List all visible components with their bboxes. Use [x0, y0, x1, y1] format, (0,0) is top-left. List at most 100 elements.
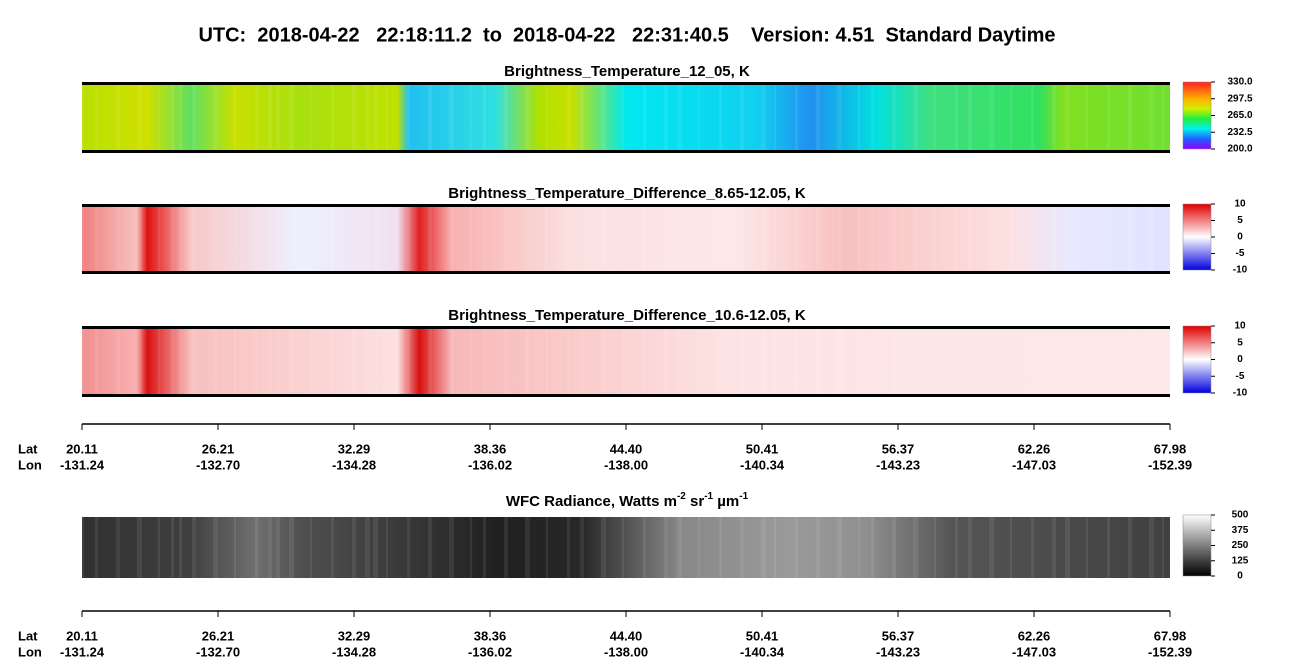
texture: [968, 517, 972, 578]
texture: [331, 517, 334, 578]
texture: [858, 84, 860, 151]
texture: [955, 517, 958, 578]
texture: [158, 517, 160, 578]
texture: [795, 328, 798, 395]
texture: [1086, 206, 1088, 272]
texture: [407, 84, 410, 151]
texture: [816, 328, 820, 395]
lat-label: 20.11: [66, 441, 98, 456]
texture: [179, 84, 182, 151]
texture: [677, 328, 682, 395]
texture: [580, 517, 584, 578]
texture: [601, 206, 606, 272]
texture: [622, 84, 624, 151]
texture: [1052, 84, 1056, 151]
colorbar-label: 375: [1232, 525, 1249, 536]
texture: [1031, 84, 1034, 151]
texture: [289, 84, 294, 151]
title-part: sr: [686, 493, 705, 510]
texture: [774, 517, 776, 578]
texture: [934, 84, 936, 151]
texture: [816, 84, 820, 151]
texture: [934, 206, 936, 272]
texture: [1107, 328, 1110, 395]
texture: [158, 206, 160, 272]
texture: [82, 517, 84, 578]
texture: [816, 206, 820, 272]
colorbar-label: 500: [1232, 510, 1249, 521]
texture: [1162, 328, 1164, 395]
colorbar-label: 0: [1237, 354, 1243, 365]
image-swath: [82, 84, 1170, 151]
texture: [643, 328, 646, 395]
lat-label: 56.37: [882, 441, 915, 456]
texture: [116, 328, 120, 395]
texture: [892, 328, 896, 395]
texture: [664, 84, 668, 151]
texture: [192, 517, 196, 578]
texture: [525, 517, 530, 578]
panel-title: WFC Radiance, Watts m-2 sr-1 µm-1: [506, 491, 749, 510]
texture: [955, 328, 958, 395]
texture: [567, 328, 570, 395]
texture: [1065, 328, 1070, 395]
texture: [234, 206, 236, 272]
lon-label: -138.00: [604, 644, 648, 659]
lat-label: 44.40: [610, 628, 643, 643]
texture: [1065, 517, 1070, 578]
lat-label: 50.41: [746, 441, 779, 456]
texture: [116, 84, 120, 151]
texture: [331, 328, 334, 395]
lat-label: 32.29: [338, 441, 371, 456]
texture: [1052, 517, 1056, 578]
texture: [373, 84, 378, 151]
texture: [276, 517, 280, 578]
texture: [664, 328, 668, 395]
texture: [352, 206, 356, 272]
lon-label: -131.24: [60, 644, 105, 659]
superscript: -1: [739, 491, 748, 502]
swath-border: [82, 394, 1170, 397]
lat-label: 56.37: [882, 628, 915, 643]
texture: [567, 517, 570, 578]
texture: [1031, 517, 1034, 578]
texture: [470, 206, 472, 272]
texture: [740, 84, 744, 151]
swath-border: [82, 204, 1170, 207]
texture: [268, 206, 272, 272]
texture: [546, 84, 548, 151]
texture: [171, 328, 174, 395]
lon-label: -140.34: [740, 457, 785, 472]
texture: [1010, 206, 1012, 272]
texture: [1107, 517, 1110, 578]
texture: [989, 328, 994, 395]
texture: [158, 84, 160, 151]
texture: [428, 206, 432, 272]
texture: [989, 84, 994, 151]
panel-title: Brightness_Temperature_Difference_8.65-1…: [448, 185, 806, 202]
texture: [310, 206, 312, 272]
colorbar-label: 0: [1237, 571, 1243, 582]
texture: [365, 328, 370, 395]
swath-border: [82, 326, 1170, 329]
texture: [698, 517, 700, 578]
texture: [837, 517, 842, 578]
texture: [386, 84, 388, 151]
texture: [719, 206, 722, 272]
texture: [95, 84, 98, 151]
texture: [934, 517, 936, 578]
texture: [580, 328, 584, 395]
row-label: Lon: [18, 457, 42, 472]
texture: [504, 84, 508, 151]
texture: [373, 328, 378, 395]
texture: [871, 84, 874, 151]
texture: [643, 517, 646, 578]
texture: [546, 328, 548, 395]
lon-label: -147.03: [1012, 457, 1056, 472]
texture: [677, 84, 682, 151]
texture: [82, 84, 84, 151]
texture: [289, 206, 294, 272]
texture: [158, 328, 160, 395]
texture: [470, 328, 472, 395]
texture: [483, 328, 486, 395]
